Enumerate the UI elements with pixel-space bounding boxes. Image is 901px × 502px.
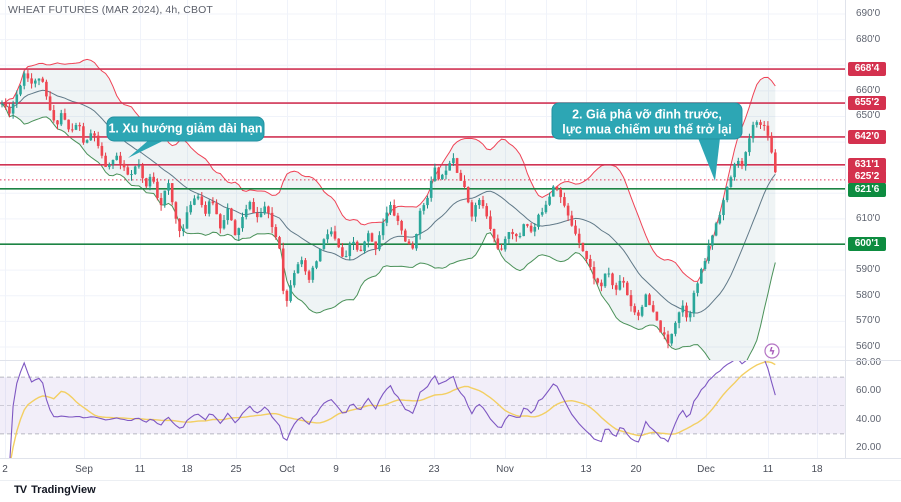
time-axis-label: 23	[428, 464, 440, 475]
price-levels-layer[interactable]	[0, 68, 845, 246]
footer-bar: TV TradingView	[0, 481, 901, 502]
bollinger-layer	[1, 58, 776, 360]
tradingview-logo-icon: TV	[14, 484, 27, 496]
time-axis-label: 25	[230, 464, 242, 475]
tradingview-logo[interactable]: TV TradingView	[14, 484, 96, 496]
time-axis-label: 16	[379, 464, 391, 475]
candles-layer[interactable]	[0, 69, 777, 349]
callout-text: lực mua chiếm ưu thế trở lại	[562, 123, 731, 137]
time-axis[interactable]: 2 Sep 11 18 25 Oct 9 16 23 Nov 13 20 Dec 11 18	[0, 459, 901, 481]
price-level-badge: 631'1	[848, 157, 886, 172]
time-axis-label: 20	[630, 464, 642, 475]
time-axis-label: 18	[181, 464, 193, 475]
callout-2[interactable]: 2. Giá phá vỡ đỉnh trước,lực mua chiếm ư…	[551, 102, 743, 181]
callout-text: 2. Giá phá vỡ đỉnh trước,	[572, 108, 722, 122]
price-axis-tick: 680'0	[856, 33, 881, 45]
time-axis-label: 11	[762, 464, 774, 475]
time-axis-label: Oct	[279, 464, 295, 475]
price-axis-tick: 660'0	[856, 84, 881, 96]
price-axis[interactable]: 690'0 680'0 660'0 650'0 610'0 590'0 580'0 570'0…	[846, 0, 901, 459]
rsi-pane[interactable]	[0, 376, 845, 435]
rsi-axis-tick: 40.00	[856, 413, 882, 425]
time-axis-separator	[0, 458, 901, 459]
rsi-axis-tick: 80.00	[856, 357, 882, 368]
time-axis-label: Nov	[496, 464, 514, 475]
price-axis-tick: 580'0	[856, 289, 881, 301]
price-axis-tick: 560'0	[856, 341, 881, 352]
callout-text: 1. Xu hướng giảm dài hạn	[108, 122, 262, 136]
price-level-badge: 668'4	[848, 62, 886, 77]
time-axis-label: Sep	[75, 464, 93, 475]
pane-separator[interactable]	[0, 360, 901, 361]
callout-1[interactable]: 1. Xu hướng giảm dài hạn	[106, 116, 265, 158]
price-axis-tick: 690'0	[856, 8, 881, 19]
time-axis-label: 18	[811, 464, 823, 475]
rsi-axis-tick: 20.00	[856, 442, 882, 453]
time-axis-label: 13	[580, 464, 592, 475]
price-level-badge: 655'2	[848, 96, 886, 110]
price-level-badge: 600'1	[848, 237, 886, 252]
price-level-badge: 642'0	[848, 129, 886, 144]
boost-icon[interactable]: ϟ	[764, 343, 780, 359]
price-axis-tick: 650'0	[856, 110, 881, 122]
price-axis-tick: 570'0	[856, 315, 881, 327]
footer-separator	[0, 480, 901, 481]
chart-canvas[interactable]: 1. Xu hướng giảm dài hạn 2. Giá phá vỡ đỉ…	[0, 0, 846, 459]
price-level-badge: 621'6	[848, 182, 886, 197]
time-axis-label: 11	[134, 464, 146, 475]
rsi-axis-tick: 60.00	[856, 385, 882, 397]
price-axis-tick: 590'0	[856, 264, 881, 276]
time-axis-label: 9	[333, 464, 339, 475]
tradingview-brand-label: TradingView	[31, 484, 96, 496]
price-axis-tick: 610'0	[856, 212, 881, 224]
time-axis-label: Dec	[697, 464, 715, 475]
axis-separator	[845, 0, 846, 459]
lightning-glyph: ϟ	[769, 347, 776, 358]
rsi-line	[9, 361, 776, 458]
price-level-badge: 625'2	[848, 169, 886, 184]
time-axis-label: 2	[2, 464, 8, 475]
symbol-title[interactable]: WHEAT FUTURES (MAR 2024), 4h, CBOT	[8, 4, 213, 16]
